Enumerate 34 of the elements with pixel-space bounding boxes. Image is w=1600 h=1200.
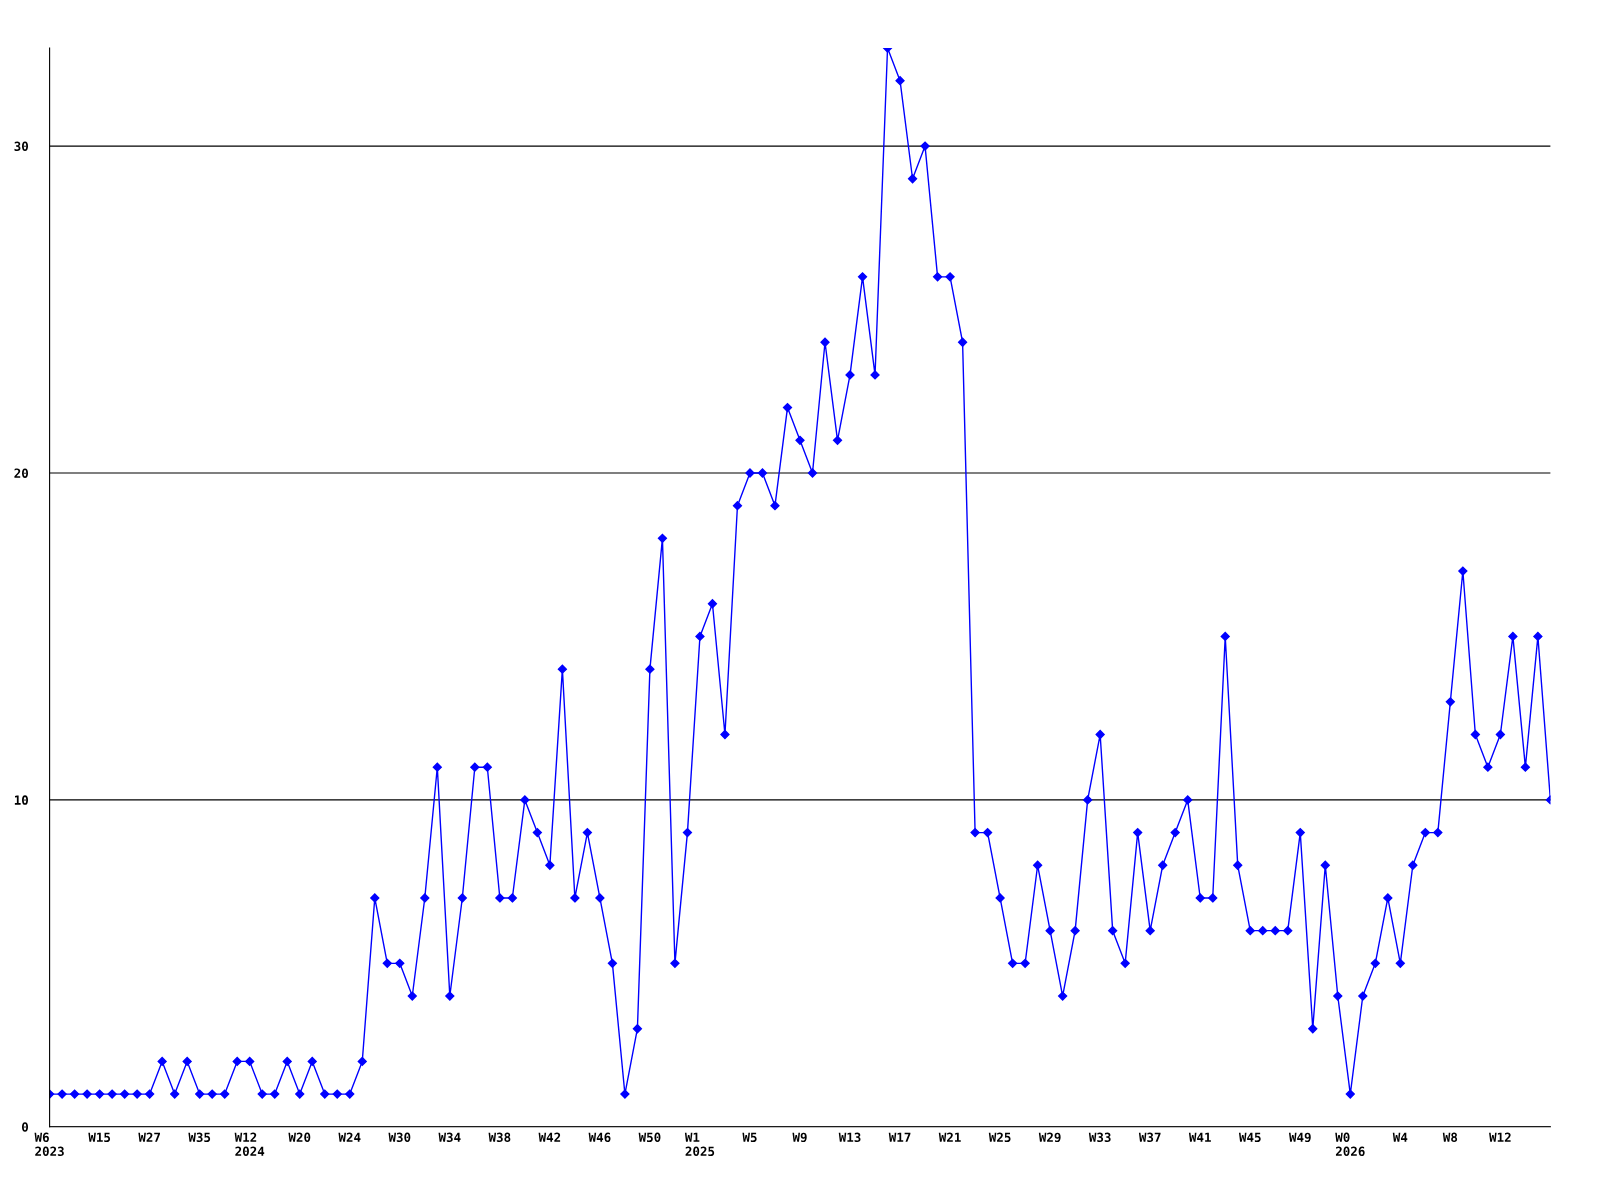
x-tick-label: W13 [838, 1132, 861, 1143]
x-tick-label: W41 [1188, 1132, 1211, 1142]
x-tick-label: W27 [138, 1132, 160, 1142]
x-tick-label: W29 [1038, 1132, 1061, 1143]
x-tick-label: W46 [588, 1132, 611, 1143]
x-tick-label: W15 [88, 1132, 111, 1143]
x-tick-label: W4 [1392, 1132, 1408, 1142]
x-tick-label: W8 [1442, 1132, 1458, 1143]
x-tick-label: W12 [1489, 1132, 1511, 1142]
x-tick-label: W49 [1288, 1132, 1311, 1143]
x-tick-label: W37 [1138, 1132, 1161, 1143]
x-tick-label: W12 2024 [234, 1132, 265, 1157]
x-tick-label: W24 [338, 1132, 361, 1142]
x-tick-label: W50 [638, 1132, 661, 1143]
x-tick-label: W1 2025 [684, 1132, 715, 1157]
x-tick-label: W45 [1238, 1132, 1261, 1143]
x-tick-label: W38 [488, 1132, 511, 1143]
y-tick-label: 20 [14, 468, 29, 478]
x-tick-label: W30 [388, 1132, 411, 1143]
x-tick-label: W33 [1088, 1132, 1111, 1143]
y-tick-label: 10 [14, 795, 29, 805]
x-tick-label: W6 2023 [34, 1132, 64, 1157]
x-tick-label: W42 [538, 1132, 561, 1142]
x-tick-label: W25 [988, 1132, 1011, 1143]
x-tick-label: W5 [742, 1132, 757, 1143]
x-tick-label: W17 [888, 1132, 911, 1142]
x-tick-label: W20 [288, 1132, 311, 1143]
x-tick-label: W35 [188, 1132, 211, 1143]
x-tick-label: W0 2026 [1335, 1132, 1365, 1157]
y-tick-label: 30 [14, 141, 29, 151]
x-tick-label: W9 [792, 1132, 807, 1143]
y-tick-label: 0 [21, 1122, 29, 1132]
x-tick-label: W21 [938, 1132, 961, 1142]
x-tick-label: W34 [438, 1132, 461, 1143]
